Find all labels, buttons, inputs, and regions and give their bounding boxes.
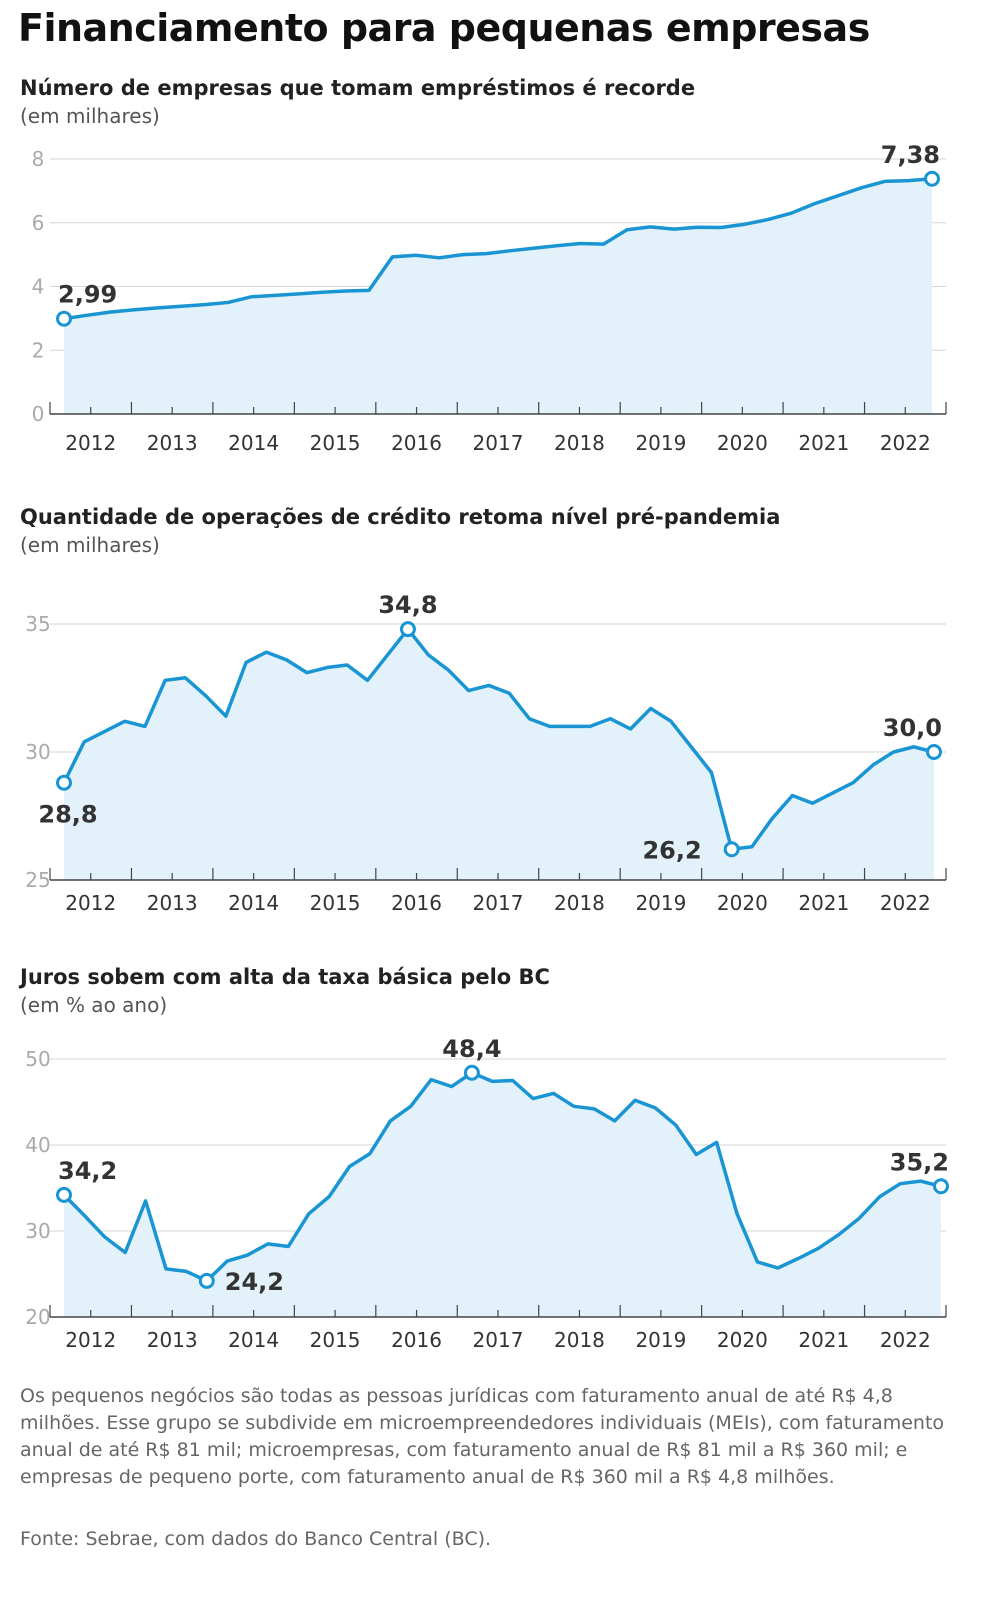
page-title: Financiamento para pequenas empresas xyxy=(18,6,870,50)
x-tick-label: 2019 xyxy=(635,431,686,455)
y-tick-label: 40 xyxy=(25,1133,50,1157)
y-tick-label: 30 xyxy=(25,740,50,764)
chart-2-subtitle: (em milhares) xyxy=(20,533,160,557)
series-area xyxy=(64,178,932,414)
x-tick-label: 2020 xyxy=(717,431,768,455)
x-tick-label: 2021 xyxy=(798,1328,849,1352)
data-point-marker xyxy=(463,1064,480,1081)
y-tick-label: 4 xyxy=(32,275,45,299)
data-label: 24,2 xyxy=(225,1268,284,1296)
y-tick-label: 35 xyxy=(25,612,50,636)
footnote: Os pequenos negócios são todas as pessoa… xyxy=(20,1385,945,1488)
x-tick-label: 2015 xyxy=(310,431,361,455)
x-tick-label: 2017 xyxy=(473,1328,524,1352)
data-label: 48,4 xyxy=(442,1035,501,1063)
x-tick-label: 2019 xyxy=(635,1328,686,1352)
chart-3-title: Juros sobem com alta da taxa básica pelo… xyxy=(20,965,550,989)
x-tick-label: 2017 xyxy=(473,891,524,915)
x-tick-label: 2015 xyxy=(310,891,361,915)
source-note: Fonte: Sebrae, com dados do Banco Centra… xyxy=(20,1528,492,1550)
x-tick-label: 2020 xyxy=(717,891,768,915)
x-tick-label: 2021 xyxy=(798,431,849,455)
y-tick-label: 2 xyxy=(32,338,45,362)
series-area xyxy=(64,1072,941,1317)
y-tick-label: 8 xyxy=(32,147,45,171)
x-tick-label: 2013 xyxy=(147,1328,198,1352)
x-tick-label: 2022 xyxy=(880,1328,931,1352)
chart-1-subtitle: (em milhares) xyxy=(20,104,160,128)
data-label: 2,99 xyxy=(58,281,117,309)
x-tick-label: 2014 xyxy=(228,891,279,915)
x-tick-label: 2021 xyxy=(798,891,849,915)
y-tick-label: 6 xyxy=(32,211,45,235)
x-tick-label: 2013 xyxy=(147,431,198,455)
series-line xyxy=(62,627,936,852)
x-tick-label: 2016 xyxy=(391,1328,442,1352)
x-tick-label: 2015 xyxy=(310,1328,361,1352)
x-tick-label: 2022 xyxy=(880,431,931,455)
x-tick-label: 2018 xyxy=(554,431,605,455)
data-label: 26,2 xyxy=(642,836,701,864)
data-label: 34,2 xyxy=(58,1157,117,1185)
chart-1-title: Número de empresas que tomam empréstimos… xyxy=(20,76,696,100)
x-tick-label: 2013 xyxy=(147,891,198,915)
data-point-marker xyxy=(399,621,416,638)
y-tick-label: 25 xyxy=(25,868,50,892)
data-label: 34,8 xyxy=(378,591,437,619)
data-point-marker xyxy=(56,1186,72,1203)
x-tick-label: 2018 xyxy=(554,891,605,915)
x-tick-label: 2012 xyxy=(65,891,116,915)
x-tick-label: 2018 xyxy=(554,1328,605,1352)
data-label: 30,0 xyxy=(883,714,942,742)
data-point-marker xyxy=(924,170,940,187)
x-tick-label: 2017 xyxy=(473,431,524,455)
chart-2-title: Quantidade de operações de crédito retom… xyxy=(20,505,781,529)
data-point-marker xyxy=(926,744,942,760)
data-label: 7,38 xyxy=(881,141,940,169)
data-point-marker xyxy=(933,1178,949,1195)
data-point-marker xyxy=(723,841,740,858)
x-tick-label: 2012 xyxy=(65,1328,116,1352)
series-line xyxy=(62,177,934,321)
series-area xyxy=(64,629,934,880)
x-tick-label: 2022 xyxy=(880,891,931,915)
x-tick-label: 2012 xyxy=(65,431,116,455)
y-tick-label: 0 xyxy=(32,402,45,426)
chart-3-subtitle: (em % ao ano) xyxy=(20,993,168,1017)
data-point-marker xyxy=(198,1272,215,1289)
x-tick-label: 2019 xyxy=(635,891,686,915)
y-tick-label: 30 xyxy=(25,1219,50,1243)
data-label: 28,8 xyxy=(38,801,97,829)
x-tick-label: 2020 xyxy=(717,1328,768,1352)
x-tick-label: 2016 xyxy=(391,891,442,915)
x-tick-label: 2016 xyxy=(391,431,442,455)
data-point-marker xyxy=(56,310,72,327)
data-label: 35,2 xyxy=(890,1148,949,1176)
y-tick-label: 20 xyxy=(25,1305,50,1329)
data-point-marker xyxy=(56,774,72,791)
x-tick-label: 2014 xyxy=(228,1328,279,1352)
x-tick-label: 2014 xyxy=(228,431,279,455)
y-tick-label: 50 xyxy=(25,1047,50,1071)
